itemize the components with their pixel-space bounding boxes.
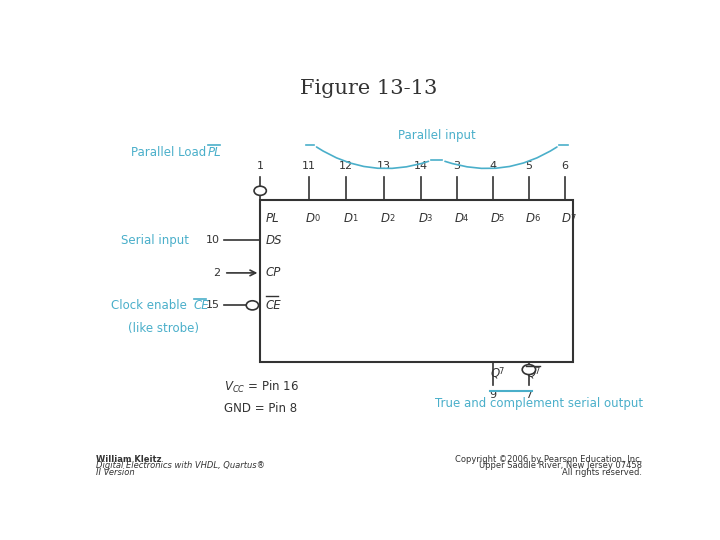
Text: PL: PL xyxy=(266,212,279,225)
Text: 10: 10 xyxy=(206,235,220,246)
Text: 1: 1 xyxy=(257,161,264,171)
Text: DS: DS xyxy=(266,234,282,247)
Text: 4: 4 xyxy=(463,214,468,222)
Text: Figure 13-13: Figure 13-13 xyxy=(300,79,438,98)
Text: Copyright ©2006 by Pearson Education, Inc.: Copyright ©2006 by Pearson Education, In… xyxy=(455,455,642,464)
Text: 6: 6 xyxy=(562,161,568,171)
Text: Q: Q xyxy=(490,366,500,379)
Text: 6: 6 xyxy=(534,214,540,222)
Text: PL: PL xyxy=(208,146,221,159)
Text: II Version: II Version xyxy=(96,468,134,477)
Text: 7: 7 xyxy=(498,367,504,376)
Text: D: D xyxy=(343,212,352,225)
Text: D: D xyxy=(454,212,463,225)
Text: 0: 0 xyxy=(314,214,320,222)
Text: 5: 5 xyxy=(498,214,504,222)
Text: Q: Q xyxy=(526,366,536,379)
Text: 14: 14 xyxy=(414,161,428,171)
Circle shape xyxy=(522,364,536,375)
Text: 9: 9 xyxy=(490,390,497,400)
Text: 7: 7 xyxy=(534,367,540,376)
Text: D: D xyxy=(381,212,390,225)
Text: 3: 3 xyxy=(454,161,461,171)
Text: 13: 13 xyxy=(377,161,391,171)
Bar xyxy=(260,200,572,362)
Circle shape xyxy=(254,186,266,195)
Text: 5: 5 xyxy=(526,161,532,171)
Text: (like strobe): (like strobe) xyxy=(128,322,199,335)
Text: D: D xyxy=(562,212,571,225)
Text: D: D xyxy=(418,212,428,225)
Text: 3: 3 xyxy=(427,214,432,222)
Text: Parallel Load: Parallel Load xyxy=(131,146,206,159)
Text: Upper Saddle River, New Jersey 07458: Upper Saddle River, New Jersey 07458 xyxy=(480,462,642,470)
Text: Digital Electronics with VHDL, Quartus®: Digital Electronics with VHDL, Quartus® xyxy=(96,462,264,470)
Text: 2: 2 xyxy=(213,268,220,278)
Text: 12: 12 xyxy=(339,161,354,171)
Text: GND = Pin 8: GND = Pin 8 xyxy=(224,402,297,415)
Text: 11: 11 xyxy=(302,161,315,171)
Text: CE: CE xyxy=(266,299,282,312)
Text: CP: CP xyxy=(266,266,281,279)
Text: True and complement serial output: True and complement serial output xyxy=(435,397,643,410)
Text: 4: 4 xyxy=(490,161,497,171)
Text: CE: CE xyxy=(194,299,210,312)
Text: D: D xyxy=(526,212,535,225)
Text: Parallel input: Parallel input xyxy=(398,129,476,141)
Text: Clock enable: Clock enable xyxy=(111,299,187,312)
Text: 15: 15 xyxy=(206,300,220,310)
Circle shape xyxy=(246,301,258,310)
Text: Serial input: Serial input xyxy=(121,234,189,247)
Text: D: D xyxy=(490,212,499,225)
Text: $V_{CC}$ = Pin 16: $V_{CC}$ = Pin 16 xyxy=(224,379,299,395)
Text: William Kleitz: William Kleitz xyxy=(96,455,161,464)
Text: D: D xyxy=(306,212,315,225)
Text: All rights reserved.: All rights reserved. xyxy=(562,468,642,477)
Text: 7: 7 xyxy=(526,390,533,400)
Text: 2: 2 xyxy=(390,214,395,222)
Text: 7: 7 xyxy=(570,214,576,222)
Text: 1: 1 xyxy=(351,214,357,222)
